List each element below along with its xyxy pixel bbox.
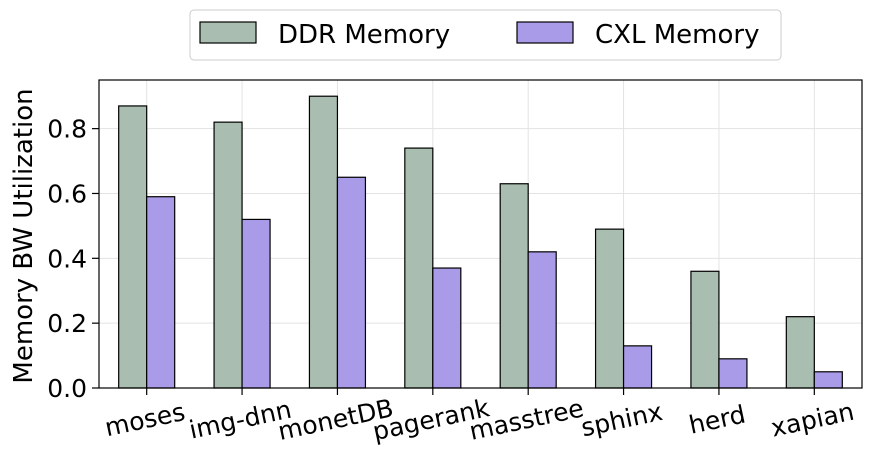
y-tick-label: 0.6 <box>47 179 87 208</box>
y-axis-ticks: 0.0 0.2 0.4 0.6 0.8 <box>47 115 99 403</box>
y-tick-label: 0.4 <box>47 244 87 273</box>
bar-cxl-moses <box>146 196 176 389</box>
bar-cxl-pagerank <box>432 267 462 389</box>
bar-ddr-herd <box>690 270 720 389</box>
y-tick-label: 0.8 <box>47 115 87 144</box>
legend: DDR Memory CXL Memory <box>189 9 782 61</box>
legend-label-cxl: CXL Memory <box>595 20 759 50</box>
legend-label-ddr: DDR Memory <box>278 20 450 50</box>
bar-ddr-moses <box>118 105 148 389</box>
x-tick-label: moses <box>102 397 187 442</box>
bar-cxl-xapian <box>813 371 843 389</box>
bar-cxl-masstree <box>527 251 557 389</box>
x-axis-ticks: mosesimg-dnnmonetDBpagerankmasstreesphin… <box>102 388 857 446</box>
x-tick-label: herd <box>686 400 748 440</box>
y-tick-label: 0.0 <box>47 374 87 403</box>
legend-swatch-ddr <box>199 21 257 44</box>
bar-cxl-monetDB <box>336 176 367 389</box>
bars <box>118 95 843 389</box>
x-tick-label: xapian <box>768 397 856 443</box>
y-axis-label: Memory BW Utilization <box>9 88 39 383</box>
legend-box <box>189 9 782 61</box>
y-tick-label: 0.2 <box>47 309 87 338</box>
x-tick-label: sphinx <box>579 397 666 442</box>
bar-ddr-sphinx <box>594 228 625 389</box>
bar-ddr-img-dnn <box>213 121 243 389</box>
bar-ddr-xapian <box>785 316 815 389</box>
bar-cxl-img-dnn <box>241 218 271 389</box>
bar-ddr-masstree <box>499 183 529 389</box>
legend-swatch-cxl <box>516 21 574 44</box>
grid-lines <box>99 80 862 389</box>
bar-cxl-sphinx <box>622 345 653 389</box>
bar-cxl-herd <box>718 358 748 389</box>
bar-ddr-monetDB <box>308 95 339 389</box>
plot-frame <box>98 79 863 389</box>
bar-ddr-pagerank <box>404 147 434 389</box>
